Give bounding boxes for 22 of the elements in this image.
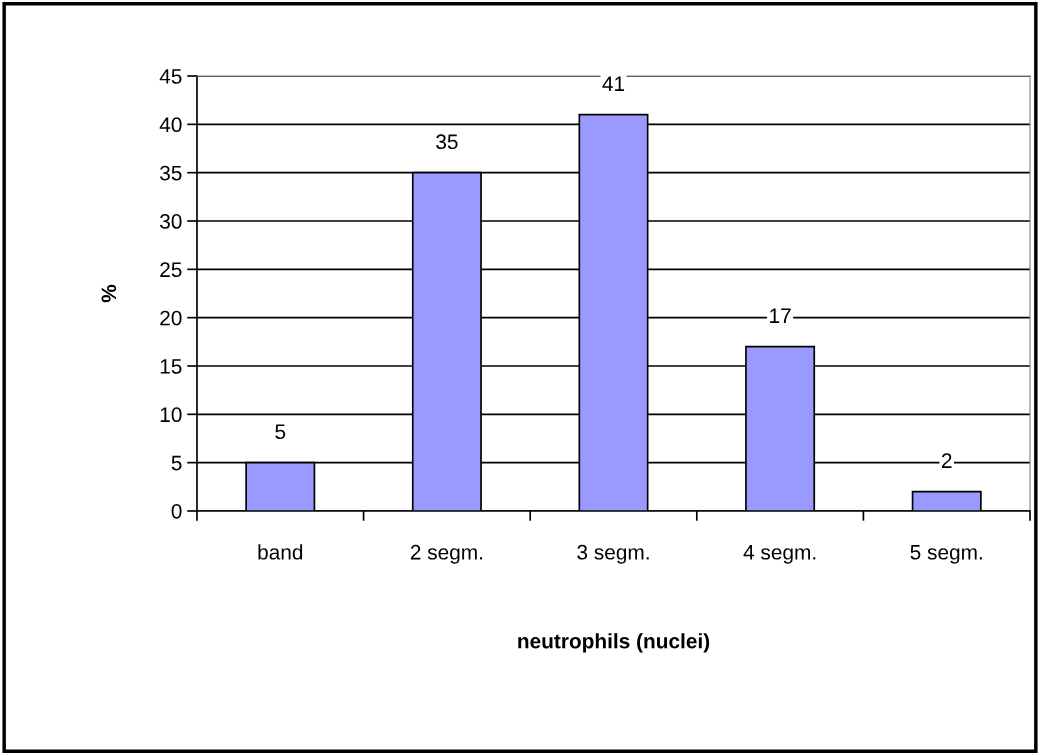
y-tick-label: 10	[160, 407, 182, 423]
y-tick-label: 15	[160, 359, 182, 374]
x-tick-label: band	[258, 544, 303, 560]
x-axis-title: neutrophils (nuclei)	[518, 633, 710, 653]
data-label: 41	[602, 76, 625, 91]
y-tick-label: 35	[160, 165, 182, 181]
data-label: 35	[436, 134, 458, 150]
y-tick-label: 30	[160, 214, 182, 229]
x-tick-label: 4 segm.	[743, 545, 816, 564]
y-tick-label: 40	[159, 117, 182, 133]
y-tick-label: 5	[171, 455, 182, 471]
data-label: 2	[941, 453, 952, 468]
y-tick-label: 0	[171, 503, 182, 519]
x-tick-label: 5 segm.	[910, 545, 982, 564]
data-label: 17	[770, 308, 791, 323]
y-tick-label: 20	[160, 310, 182, 326]
x-tick-label: 3 segm.	[577, 544, 649, 564]
data-label: 5	[275, 424, 286, 440]
y-tick-label: 25	[160, 262, 182, 278]
y-tick-label: 45	[159, 69, 182, 84]
y-axis-title: %	[101, 284, 117, 303]
x-tick-label: 2 segm.	[410, 544, 483, 564]
